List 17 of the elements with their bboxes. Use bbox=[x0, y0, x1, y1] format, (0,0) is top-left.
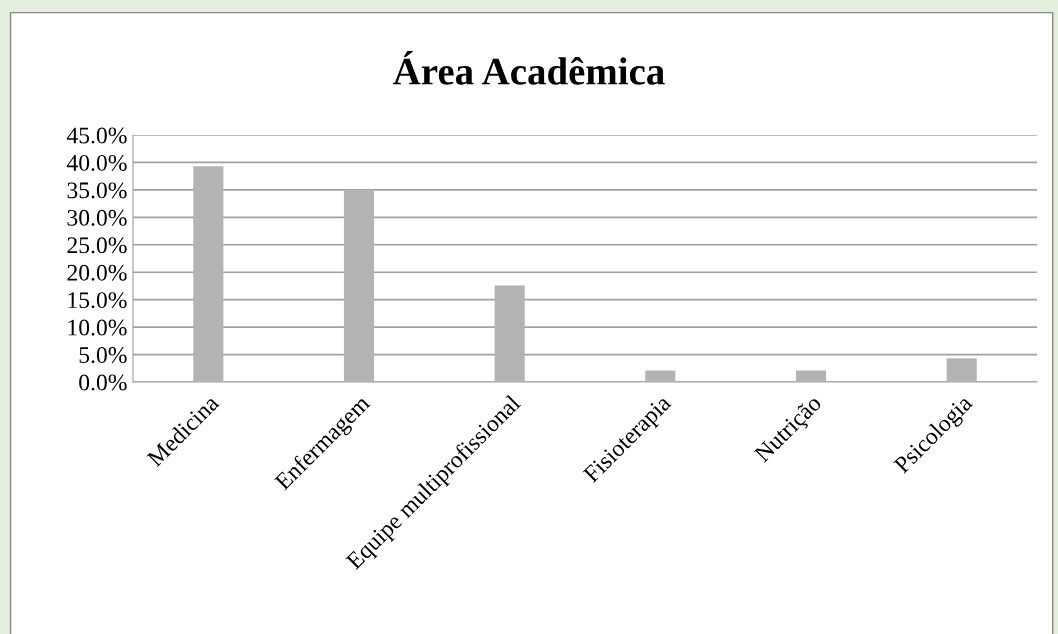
bar bbox=[795, 370, 827, 382]
y-tick-label: 20.0% bbox=[67, 264, 127, 281]
y-tick-label: 5.0% bbox=[79, 347, 127, 364]
bar bbox=[946, 358, 977, 382]
y-tick-label: 15.0% bbox=[68, 292, 127, 309]
bar bbox=[645, 370, 676, 382]
bar bbox=[494, 285, 525, 382]
y-tick-label: 10.0% bbox=[68, 319, 127, 336]
y-tick-label: 30.0% bbox=[67, 209, 127, 226]
y-tick-label: 35.0% bbox=[67, 182, 127, 199]
bar bbox=[343, 190, 375, 382]
chart-title: Área Acadêmica bbox=[393, 51, 665, 85]
y-tick-label: 45.0% bbox=[66, 127, 127, 144]
y-tick-label: 40.0% bbox=[66, 154, 127, 171]
y-tick-label: 25.0% bbox=[67, 237, 127, 254]
bar bbox=[193, 166, 224, 382]
y-tick-label: 0.0% bbox=[79, 374, 127, 391]
